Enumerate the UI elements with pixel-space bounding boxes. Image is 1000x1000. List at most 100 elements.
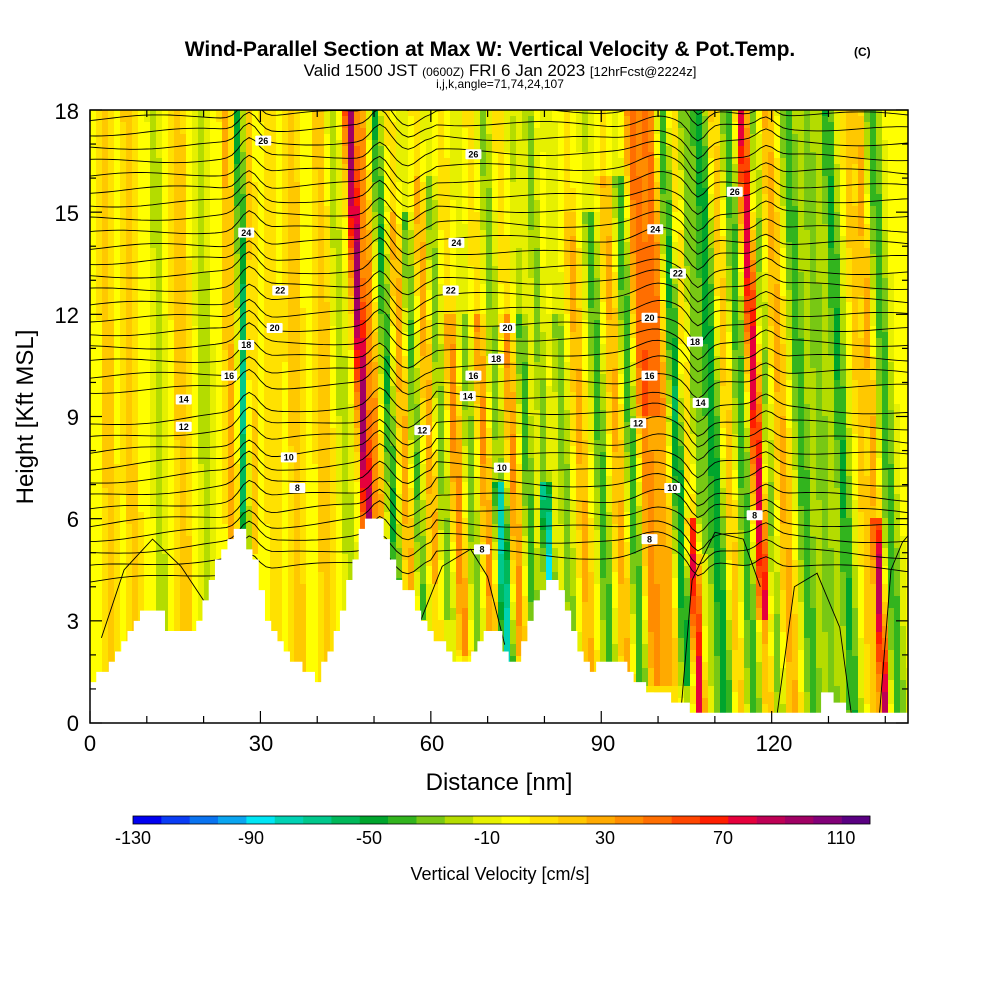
- theta-contour-value: 14: [179, 395, 189, 405]
- theta-contour: [90, 429, 908, 471]
- y-tick-label: 6: [67, 507, 79, 532]
- theta-contour-value: 26: [468, 149, 478, 159]
- colorbar-swatch: [728, 816, 757, 824]
- colorbar-swatch: [388, 816, 417, 824]
- theta-contour: [90, 153, 908, 185]
- theta-contour-label: 26: [465, 149, 482, 159]
- theta-contour-label: 8: [641, 534, 658, 544]
- theta-contour-label: 24: [238, 227, 255, 238]
- colorbar-swatch: [473, 816, 502, 824]
- valid-prefix: Valid 1500 JST: [304, 61, 418, 80]
- theta-contour: [90, 251, 908, 289]
- colorbar-swatch: [416, 816, 446, 824]
- theta-contour-value: 22: [275, 286, 285, 296]
- y-axis-ticks: 0 3 6 9 12 15 18: [55, 99, 79, 736]
- theta-contour: [90, 110, 908, 127]
- colorbar-swatch: [331, 816, 361, 824]
- colorbar-tick-label: -90: [238, 828, 264, 848]
- colorbar-tick-label: 70: [713, 828, 733, 848]
- chart-title: Wind-Parallel Section at Max W: Vertical…: [185, 38, 796, 61]
- theta-contour-label: 12: [414, 425, 431, 435]
- theta-contour-label: 20: [499, 322, 516, 333]
- theta-contour-label: 24: [448, 237, 465, 248]
- y-tick-label: 3: [67, 609, 79, 634]
- theta-contour: [90, 365, 908, 400]
- theta-contour: [90, 500, 908, 543]
- theta-contour: [90, 236, 908, 271]
- theta-contour-label: 16: [465, 370, 482, 381]
- theta-contour-labels: 26 26 26 24 24 24 22 22 22 20 20 20 18 18 18 16 16 16 14 14…: [175, 135, 763, 555]
- theta-contour-label: 12: [630, 418, 647, 429]
- colorbar-label: Vertical Velocity [cm/s]: [410, 864, 589, 884]
- theta-contour-label: 18: [238, 339, 255, 350]
- theta-contour-value: 8: [479, 545, 484, 555]
- theta-contour-label: 14: [692, 397, 709, 408]
- x-axis-ticks: 0 30 60 90 120: [84, 731, 792, 756]
- chart-title-unit: (C): [854, 45, 871, 59]
- theta-contour-lines: [90, 110, 908, 713]
- x-tick-label: 30: [249, 731, 273, 756]
- valid-date: FRI 6 Jan 2023: [469, 61, 585, 80]
- theta-contour-label: 22: [272, 285, 289, 296]
- theta-contour-value: 16: [224, 371, 234, 381]
- theta-contour-label: 18: [686, 336, 703, 347]
- theta-contour: [90, 265, 908, 303]
- x-tick-label: 120: [756, 731, 793, 756]
- valid-utc: (0600Z): [422, 65, 464, 79]
- theta-contour-value: 12: [179, 422, 189, 432]
- theta-contour: [90, 488, 908, 528]
- theta-contour-label: 16: [221, 370, 238, 381]
- theta-contour: [90, 515, 908, 554]
- x-tick-label: 0: [84, 731, 96, 756]
- theta-contour-label: 22: [442, 285, 459, 296]
- theta-contour-value: 24: [650, 224, 660, 234]
- theta-contour: [413, 548, 506, 645]
- colorbar-swatch: [813, 816, 842, 824]
- theta-contour: [90, 322, 908, 361]
- theta-contour: [90, 122, 908, 160]
- theta-contour-label: 12: [175, 421, 192, 432]
- colorbar-ticks: -130 -90 -50 -10 30 70 110: [115, 828, 855, 848]
- colorbar-swatch: [756, 816, 786, 824]
- theta-contour-value: 10: [667, 483, 677, 493]
- theta-contour-label: 8: [473, 544, 490, 555]
- colorbar-tick-label: -130: [115, 828, 151, 848]
- colorbar-tick-label: -10: [474, 828, 500, 848]
- y-tick-label: 9: [67, 405, 79, 430]
- theta-contour-value: 16: [468, 371, 478, 381]
- theta-contour-value: 12: [417, 425, 427, 435]
- grid-indices: i,j,k,angle=71,74,24,107: [436, 77, 564, 91]
- colorbar-swatch: [614, 816, 644, 824]
- theta-contour-value: 20: [503, 323, 513, 333]
- theta-contour-value: 24: [451, 238, 461, 248]
- x-tick-label: 60: [420, 731, 444, 756]
- theta-contour-value: 8: [647, 534, 652, 544]
- colorbar-swatch: [274, 816, 304, 824]
- theta-contour-label: 8: [289, 483, 306, 493]
- theta-contour: [90, 193, 908, 232]
- axis-ticks: [89, 109, 908, 724]
- theta-contour: [90, 308, 908, 344]
- colorbar-swatch: [359, 816, 389, 824]
- theta-contour: [90, 402, 908, 437]
- colorbar-swatch: [133, 816, 162, 824]
- theta-contour: [776, 572, 852, 713]
- colorbar-swatch: [246, 816, 276, 824]
- theta-contour: [90, 415, 908, 454]
- theta-contour-label: 26: [726, 186, 743, 197]
- colorbar-swatch: [558, 816, 587, 824]
- colorbar-swatch: [841, 816, 871, 824]
- colorbar-tick-label: 110: [827, 828, 856, 848]
- theta-contour: [100, 538, 204, 639]
- colorbar-swatch: [161, 816, 190, 824]
- theta-contour-value: 24: [241, 228, 251, 238]
- theta-contour: [90, 339, 908, 373]
- colorbar-frame: [132, 815, 871, 825]
- theta-contour-value: 10: [284, 453, 294, 463]
- theta-contour: [90, 282, 908, 314]
- theta-contour-label: 14: [175, 394, 192, 405]
- theta-contour: [680, 531, 761, 713]
- colorbar-swatch: [586, 816, 616, 824]
- theta-contour-label: 20: [266, 322, 283, 333]
